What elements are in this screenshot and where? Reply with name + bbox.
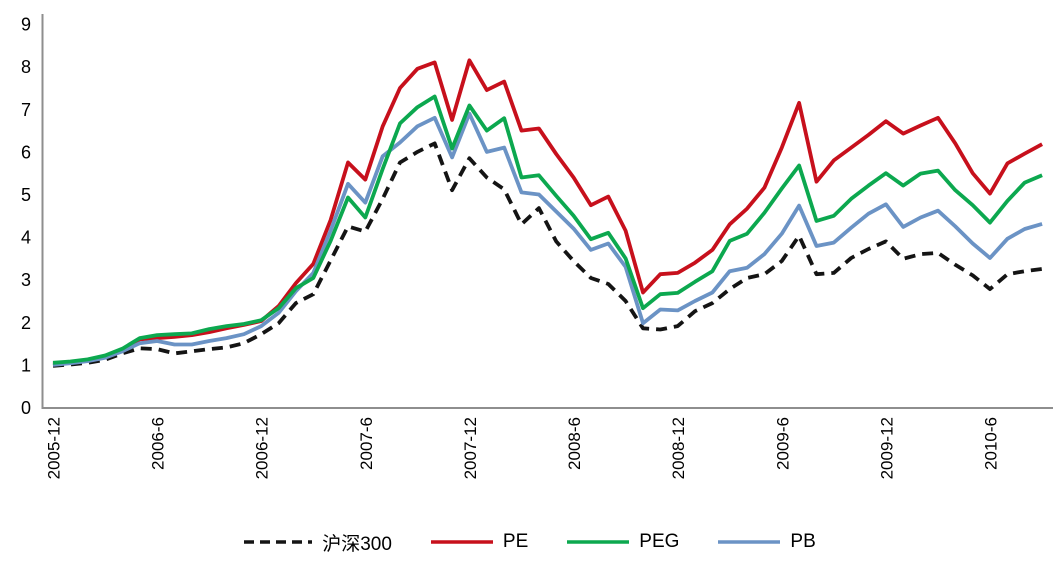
series-line-沪深300 xyxy=(52,141,1043,368)
x-tick-label: 2008-12 xyxy=(669,417,688,479)
x-tick-label: 2005-12 xyxy=(45,417,64,479)
y-tick-label: 5 xyxy=(21,185,31,205)
y-tick-label: 9 xyxy=(21,15,31,35)
legend-label: PE xyxy=(502,531,529,552)
legend-item-PE: PE xyxy=(430,531,528,553)
y-tick-label: 2 xyxy=(21,313,31,333)
y-tick-label: 3 xyxy=(21,270,31,290)
legend-line-sample xyxy=(430,540,493,544)
legend-line-sample xyxy=(567,540,630,544)
y-tick-label: 7 xyxy=(21,100,31,120)
legend-line-sample xyxy=(718,540,781,544)
y-tick-label: 1 xyxy=(21,355,31,375)
x-tick-label: 2010-6 xyxy=(982,417,1001,470)
series-line-PB xyxy=(52,111,1043,367)
series-line-PEG xyxy=(52,94,1043,365)
y-tick-label: 8 xyxy=(21,57,31,77)
x-tick-label: 2008-6 xyxy=(565,417,584,470)
x-tick-label: 2007-6 xyxy=(357,417,376,470)
chart-legend: 沪深300 PE PEG PB xyxy=(0,527,1059,557)
legend-label: PB xyxy=(790,531,816,552)
x-tick-label: 2009-6 xyxy=(773,417,792,470)
legend-line-sample xyxy=(244,540,313,544)
legend-item-沪深300: 沪深300 xyxy=(243,529,392,556)
x-tick-label: 2006-12 xyxy=(253,417,272,479)
series-line-PE xyxy=(52,58,1044,366)
chart-svg: 0 1 2 3 4 5 6 7 8 9 2005-12 2006-6 2006-12 2007-6 2007… xyxy=(21,14,1053,479)
y-tick-label: 0 xyxy=(21,398,31,418)
x-tick-label: 2006-6 xyxy=(149,417,168,470)
legend-label: 沪深300 xyxy=(322,533,392,555)
y-tick-label: 4 xyxy=(21,228,31,248)
y-tick-label: 6 xyxy=(21,142,31,162)
legend-item-PB: PB xyxy=(717,531,816,553)
legend-label: PEG xyxy=(639,531,680,552)
x-tick-label: 2007-12 xyxy=(461,417,480,479)
x-tick-label: 2009-12 xyxy=(877,417,896,479)
legend-item-PEG: PEG xyxy=(566,531,679,553)
